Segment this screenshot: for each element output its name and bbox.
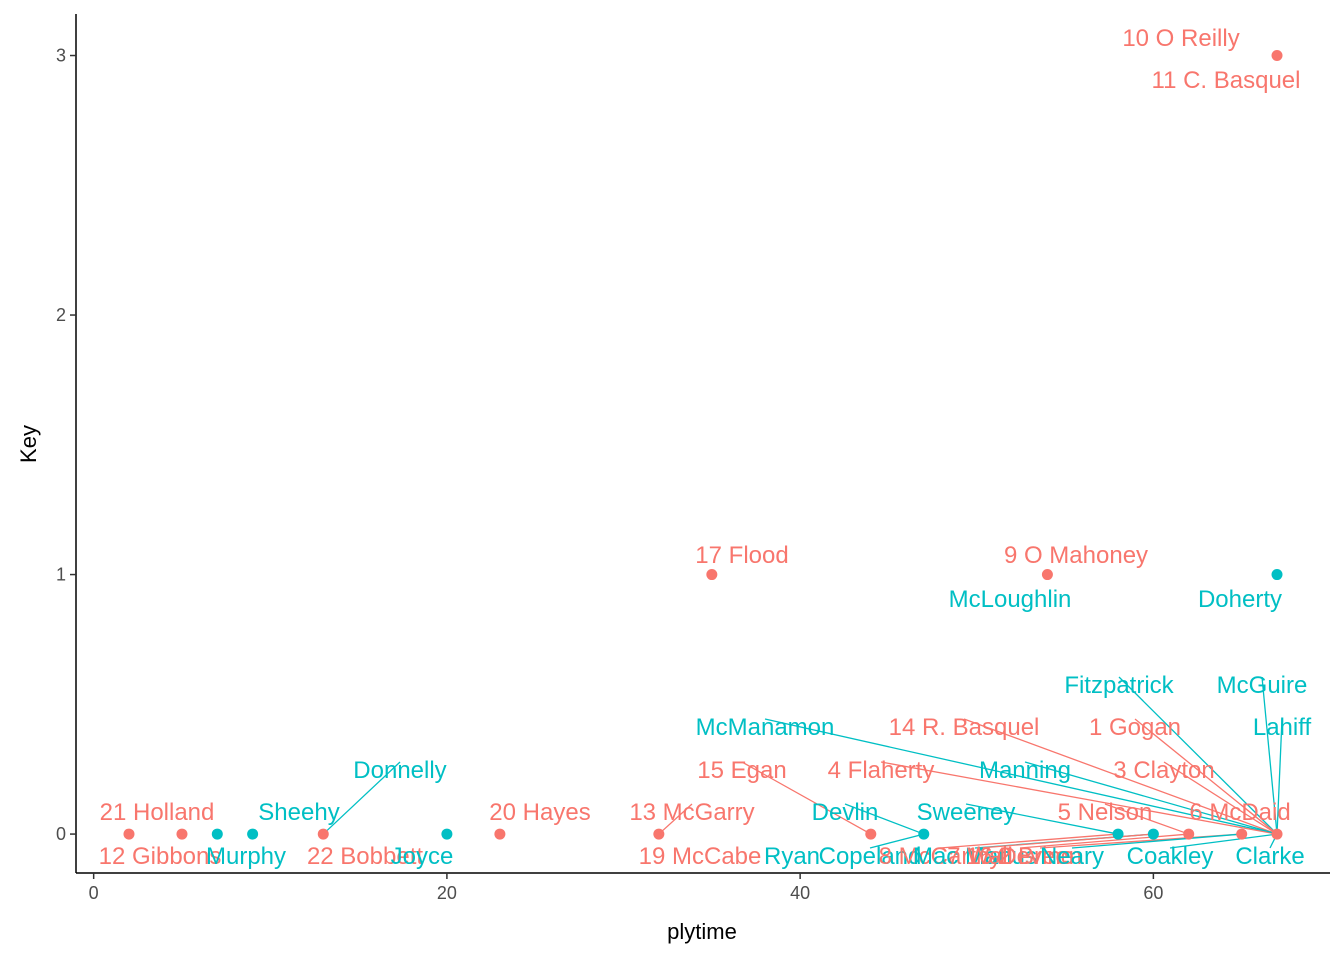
point-label: Devlin xyxy=(812,799,879,826)
axes xyxy=(75,14,1330,874)
label-leader-line xyxy=(979,833,1154,849)
point-label: 6 McDaid xyxy=(1189,799,1290,826)
point-label: 9 O Mahoney xyxy=(1004,542,1148,569)
point-label: Sweeney xyxy=(917,799,1016,826)
x-tick-label: 60 xyxy=(1143,883,1163,903)
point-label: 10 O Reilly xyxy=(1122,25,1239,52)
label-leader-line xyxy=(1071,833,1242,849)
data-point xyxy=(918,828,930,840)
data-point xyxy=(1112,828,1124,840)
point-label: Clarke xyxy=(1235,843,1304,870)
point-label: Neary xyxy=(1040,843,1104,870)
point-label: 20 Hayes xyxy=(489,799,590,826)
point-label: 14 R. Basquel xyxy=(889,714,1040,741)
label-leader-line xyxy=(965,803,1119,835)
point-label: Donnelly xyxy=(353,757,446,784)
point-label: Murphy xyxy=(206,843,286,870)
point-label: 2 Breen xyxy=(998,843,1082,870)
point-label: Sheehy xyxy=(258,799,339,826)
label-leader-line xyxy=(764,718,1278,835)
point-label: McManamon xyxy=(696,714,835,741)
point-label: 22 Bobbett xyxy=(307,843,423,870)
data-point xyxy=(1183,828,1195,840)
data-point xyxy=(1271,828,1283,840)
point-label: Doherty xyxy=(1198,586,1282,613)
label-leader-line xyxy=(1024,761,1278,835)
x-axis-title: plytime xyxy=(667,919,737,944)
data-point xyxy=(1147,828,1159,840)
data-point xyxy=(865,828,877,840)
data-point xyxy=(317,828,329,840)
point-label: Joyce xyxy=(391,843,454,870)
label-leader-line xyxy=(1104,803,1189,835)
y-tick-label: 1 xyxy=(56,565,66,585)
point-label: 4 Flaherty xyxy=(828,757,935,784)
data-point xyxy=(653,828,665,840)
label-leader-line xyxy=(963,718,1278,835)
point-labels: 10 O Reilly 11 C. Basquel 17 Flood 9 O Maho… xyxy=(99,25,1312,870)
label-leader-line xyxy=(880,761,1278,835)
data-point xyxy=(1041,569,1053,581)
data-point xyxy=(1271,50,1283,62)
data-point xyxy=(247,828,259,840)
label-leader-line xyxy=(658,803,693,835)
point-label: McLoughlin xyxy=(949,586,1072,613)
label-leader-line xyxy=(1163,761,1278,835)
label-leader-line xyxy=(939,833,1119,849)
label-leader-line xyxy=(1261,676,1278,835)
point-label: Manning xyxy=(979,757,1071,784)
point-label: 16 Devine xyxy=(966,843,1074,870)
point-label: 11 C. Basquel xyxy=(1152,67,1301,94)
y-tick-label: 2 xyxy=(56,305,66,325)
point-label: Fitzpatrick xyxy=(1064,672,1174,699)
point-label: 17 Flood xyxy=(695,542,788,569)
data-point xyxy=(494,828,506,840)
y-axis-title: Key xyxy=(16,425,41,463)
point-label: McGuire xyxy=(1217,672,1308,699)
y-tick-label: 0 xyxy=(56,824,66,844)
point-label: 12 Gibbons xyxy=(99,843,222,870)
label-leader-line xyxy=(1169,833,1278,849)
data-point xyxy=(706,569,718,581)
label-leader-line xyxy=(322,761,401,835)
data-point xyxy=(176,828,188,840)
label-leader-lines xyxy=(322,676,1283,849)
point-label: 5 Nelson xyxy=(1058,799,1153,826)
label-leader-line xyxy=(1118,676,1278,835)
data-point xyxy=(1236,828,1248,840)
point-label: 21 Holland xyxy=(100,799,215,826)
data-points xyxy=(123,50,1283,840)
point-label: 3 Clayton xyxy=(1113,757,1214,784)
point-label: Ryan xyxy=(764,843,820,870)
point-label: 7 Wall xyxy=(947,843,1013,870)
label-leader-line xyxy=(844,803,925,835)
point-label: Coakley xyxy=(1127,843,1214,870)
label-leader-line xyxy=(741,761,872,835)
data-point xyxy=(1271,569,1283,581)
x-tick-label: 0 xyxy=(89,883,99,903)
point-label: Mac Manus xyxy=(913,843,1037,870)
point-label: Copeland xyxy=(819,843,922,870)
label-leader-line xyxy=(869,833,924,849)
point-label: 8 McCarthy xyxy=(879,843,1002,870)
y-tick-label: 3 xyxy=(56,46,66,66)
label-leader-line xyxy=(1276,718,1283,835)
point-label: 15 Egan xyxy=(697,757,786,784)
point-label: 1 Gogan xyxy=(1089,714,1181,741)
point-label: 13 McGarry xyxy=(629,799,754,826)
label-leader-line xyxy=(1019,833,1189,849)
x-tick-label: 40 xyxy=(790,883,810,903)
label-leader-line xyxy=(1239,803,1278,835)
ticks: 0 20 40 60 0 1 2 3 xyxy=(56,46,1163,903)
data-point xyxy=(211,828,223,840)
data-point xyxy=(441,828,453,840)
x-tick-label: 20 xyxy=(437,883,457,903)
point-label: Lahiff xyxy=(1253,714,1312,741)
data-point xyxy=(123,828,135,840)
point-label: 19 McCabe xyxy=(639,843,762,870)
